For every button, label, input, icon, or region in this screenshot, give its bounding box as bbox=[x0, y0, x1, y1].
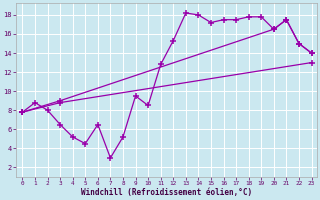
X-axis label: Windchill (Refroidissement éolien,°C): Windchill (Refroidissement éolien,°C) bbox=[81, 188, 252, 197]
